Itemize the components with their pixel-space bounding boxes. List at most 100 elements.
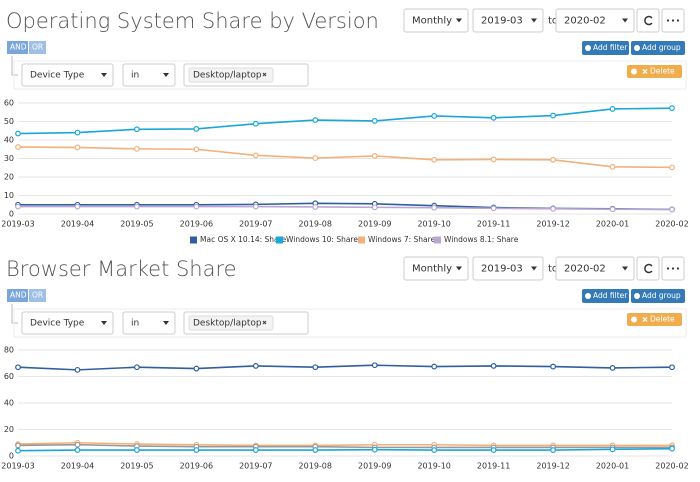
data-point [252,447,259,453]
y-tick-label: 20 [4,425,14,434]
refresh-button[interactable] [636,256,660,281]
info-icon [631,68,637,75]
field-select[interactable] [21,311,114,335]
add-filter-icon [585,293,591,299]
x-tick-label: 2019-12 [536,220,569,229]
data-point [15,447,21,454]
from-select[interactable] [472,8,544,33]
delete-button[interactable] [627,313,682,326]
data-point [550,447,556,453]
caret-icon [163,73,169,77]
caret-icon [101,321,107,325]
add-filter-button[interactable] [582,41,629,55]
granularity-select-text: Monthly [412,16,452,27]
y-tick-label: 0 [9,210,14,219]
legend-label[interactable]: Windows 10: Share [286,235,358,244]
legend-swatch[interactable] [434,236,441,244]
data-point [312,155,319,162]
field-select[interactable] [21,63,114,87]
legend-label[interactable]: Windows 7: Share [368,235,436,244]
data-point [609,206,616,213]
x-tick-label: 2019-03 [1,220,34,229]
data-point [490,114,497,121]
add-filter-icon [585,45,591,51]
x-tick-label: 2019-08 [299,220,332,229]
to-select[interactable] [555,256,635,281]
caret-icon [101,73,107,77]
add-filter-button[interactable] [582,289,629,303]
legend-label[interactable]: Mac OS X 10.14: Share [200,235,287,244]
chart-title: Browser Market Share [6,257,237,281]
to-label: to [548,16,558,27]
legend-swatch[interactable] [190,236,197,244]
op-select-text: in [131,319,139,329]
remove-icon[interactable] [262,320,267,325]
x-tick-label: 2020-01 [596,220,629,229]
data-point [74,129,81,136]
or-button[interactable] [29,41,46,54]
data-point [669,105,675,112]
refresh-button[interactable] [636,8,660,33]
x-tick-label: 2019-10 [417,462,450,471]
data-point [550,363,556,370]
refresh-icon [644,15,653,26]
to-select-text: 2020-02 [564,16,606,27]
y-tick-label: 10 [4,191,14,200]
add-group-button[interactable] [631,289,685,303]
remove-icon[interactable] [262,72,267,77]
x-tick-label: 2020-01 [596,462,629,471]
add-group-text: Add group [642,43,681,52]
from-select[interactable] [472,256,544,281]
data-point [431,113,438,119]
legend-swatch[interactable] [358,236,365,244]
op-select-text: in [131,71,139,81]
data-point [609,163,616,170]
x-tick-label: 2019-05 [120,462,153,471]
data-point [371,118,378,124]
data-point [431,156,438,163]
data-point [15,130,21,137]
and-button[interactable] [7,289,28,302]
more-dot [666,19,670,22]
or-text: OR [32,43,43,52]
x-tick-label: 2019-04 [61,462,94,471]
legend-swatch[interactable] [276,236,283,244]
from-select-text: 2019-03 [481,16,523,27]
add-group-icon [634,293,640,299]
y-tick-label: 30 [4,154,14,163]
legend-label[interactable]: Windows 8.1: Share [444,235,519,244]
y-tick-label: 60 [4,372,14,381]
op-select[interactable] [122,311,176,335]
and-text: AND [10,291,27,300]
to-select[interactable] [555,8,635,33]
data-point [193,447,200,453]
op-select[interactable] [122,63,176,87]
data-point [550,205,556,212]
caret-icon [531,18,537,23]
delete-button[interactable] [627,65,682,78]
data-point [252,203,259,210]
from-select-text: 2019-03 [481,264,523,275]
x-tick-label: 2019-09 [358,462,391,471]
y-tick-label: 60 [4,99,14,108]
data-point [490,156,497,163]
field-select-text: Device Type [30,71,85,81]
data-point [669,364,675,371]
data-point [134,145,140,152]
data-point [431,204,438,211]
caret-icon [456,18,462,23]
more-dot [671,19,675,22]
or-text: OR [32,291,43,300]
add-group-button[interactable] [631,41,685,55]
or-button[interactable] [29,289,46,302]
data-point [550,112,556,119]
data-point [669,445,675,452]
granularity-select[interactable] [403,8,469,33]
y-tick-label: 50 [4,117,14,126]
x-tick-label: 2019-05 [120,220,153,229]
and-button[interactable] [7,41,28,54]
data-point [371,362,378,369]
data-point [252,363,259,369]
granularity-select[interactable] [403,256,469,281]
